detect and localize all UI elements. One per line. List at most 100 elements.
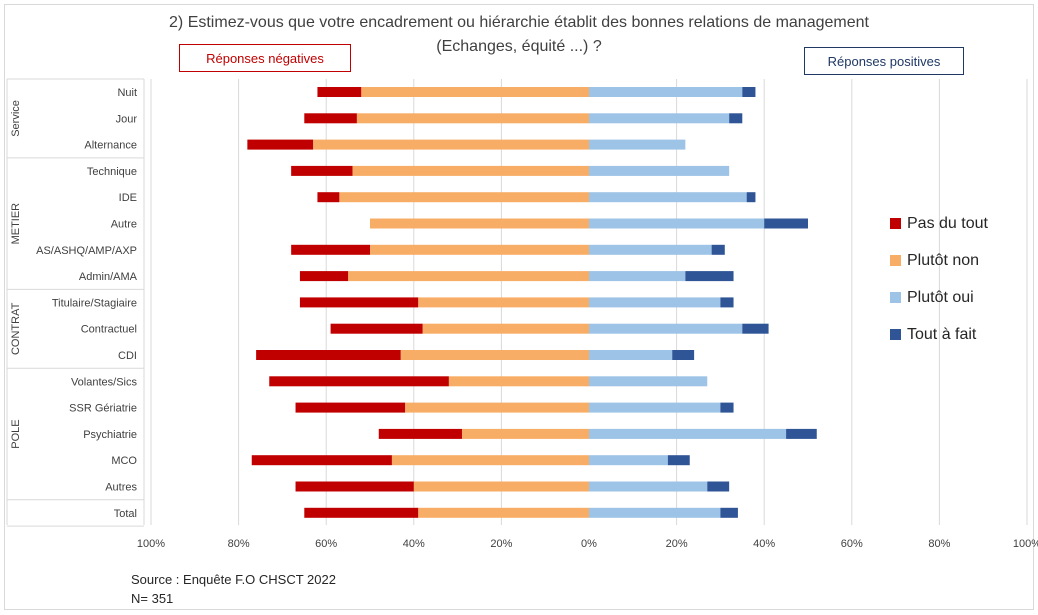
x-tick-label: 100%	[1013, 538, 1038, 550]
legend-swatch-plutot-non	[890, 255, 901, 266]
category-label: Psychiatrie	[83, 429, 137, 441]
category-label: SSR Gériatrie	[69, 403, 137, 415]
bar-pas-du-tout	[256, 350, 401, 360]
bar-plutot-oui	[589, 507, 721, 518]
chart-title-line-1: 2) Estimez-vous que votre encadrement ou…	[169, 14, 869, 31]
bar-plutot-non	[391, 455, 589, 466]
bar-plutot-non	[418, 297, 589, 308]
chart-title-line-2: (Echanges, équité ...) ?	[436, 38, 602, 55]
bar-plutot-oui	[589, 113, 730, 124]
bar-tout-a-fait	[742, 323, 769, 334]
group-label: POLE	[10, 419, 22, 448]
category-label: Admin/AMA	[79, 271, 138, 283]
bar-plutot-non	[461, 428, 589, 439]
legend-swatch-plutot-oui	[890, 292, 901, 303]
category-label: Autres	[105, 482, 137, 494]
legend-item-plutot-non: Plutôt non	[890, 242, 988, 279]
bar-tout-a-fait	[746, 192, 756, 203]
bar-tout-a-fait	[720, 402, 734, 413]
legend-swatch-tout-a-fait	[890, 329, 901, 340]
x-tick-label: 40%	[403, 538, 425, 550]
bar-pas-du-tout	[378, 428, 462, 439]
x-tick-label: 60%	[841, 538, 863, 550]
legend-item-tout-a-fait: Tout à fait	[890, 316, 988, 353]
bar-plutot-oui	[589, 402, 721, 413]
bar-plutot-oui	[589, 455, 668, 466]
category-label: Technique	[87, 166, 137, 178]
bar-plutot-oui	[589, 376, 708, 387]
bar-plutot-non	[361, 87, 589, 97]
legend-swatch-pas-du-tout	[890, 218, 901, 229]
bar-plutot-oui	[589, 218, 765, 229]
bar-plutot-oui	[589, 271, 686, 282]
bar-plutot-oui	[589, 192, 747, 203]
bar-pas-du-tout	[291, 244, 370, 255]
legend-label-pas-du-tout: Pas du tout	[907, 214, 988, 232]
bar-tout-a-fait	[764, 218, 808, 229]
bar-plutot-oui	[589, 297, 721, 308]
legend-label-plutot-non: Plutôt non	[907, 251, 980, 269]
bar-tout-a-fait	[711, 244, 725, 255]
category-label: Alternance	[84, 140, 137, 152]
bar-pas-du-tout	[291, 165, 353, 176]
bar-plutot-non	[400, 350, 589, 360]
bar-pas-du-tout	[247, 139, 314, 150]
negative-responses-label: Réponses négatives	[179, 44, 351, 72]
x-tick-label: 40%	[753, 538, 775, 550]
bar-plutot-non	[313, 139, 589, 150]
bar-plutot-oui	[589, 244, 712, 255]
bar-tout-a-fait	[707, 481, 730, 492]
x-tick-label: 80%	[228, 538, 250, 550]
bar-plutot-non	[370, 244, 589, 255]
legend: Pas du tout Plutôt non Plutôt oui Tout à…	[890, 205, 988, 353]
bar-plutot-oui	[589, 165, 730, 176]
group-label: Service	[10, 100, 22, 137]
group-label: CONTRAT	[10, 302, 22, 355]
bar-pas-du-tout	[317, 192, 340, 203]
bar-pas-du-tout	[295, 481, 414, 492]
sample-size-note: N= 351	[131, 591, 174, 606]
bar-pas-du-tout	[317, 87, 362, 97]
bar-plutot-non	[422, 323, 589, 334]
bar-plutot-non	[348, 271, 589, 282]
category-label: IDE	[119, 192, 137, 204]
category-label: Contractuel	[81, 324, 137, 336]
bar-tout-a-fait	[667, 455, 690, 466]
x-tick-label: 100%	[137, 538, 165, 550]
bar-tout-a-fait	[720, 507, 738, 518]
bar-plutot-non	[413, 481, 589, 492]
bar-pas-du-tout	[269, 376, 449, 387]
legend-label-tout-a-fait: Tout à fait	[907, 325, 977, 343]
category-label: MCO	[111, 455, 137, 467]
bar-plutot-oui	[589, 350, 673, 360]
bar-plutot-non	[352, 165, 589, 176]
category-label: AS/ASHQ/AMP/AXP	[36, 245, 137, 257]
bar-plutot-oui	[589, 87, 743, 97]
bar-plutot-oui	[589, 428, 787, 439]
category-label: Volantes/Sics	[71, 376, 138, 388]
bar-plutot-non	[339, 192, 589, 203]
bar-pas-du-tout	[299, 297, 419, 308]
x-tick-label: 20%	[490, 538, 512, 550]
bar-pas-du-tout	[295, 402, 406, 413]
bar-plutot-oui	[589, 139, 686, 150]
bar-plutot-non	[370, 218, 589, 229]
x-tick-label: 20%	[666, 538, 688, 550]
category-label: CDI	[118, 350, 137, 362]
bar-pas-du-tout	[304, 507, 419, 518]
positive-responses-label: Réponses positives	[804, 47, 964, 75]
legend-item-plutot-oui: Plutôt oui	[890, 279, 988, 316]
chart-frame	[4, 4, 1034, 610]
bar-plutot-oui	[589, 323, 743, 334]
bar-tout-a-fait	[786, 428, 817, 439]
category-label: Jour	[116, 113, 138, 125]
bar-tout-a-fait	[729, 113, 743, 124]
bar-tout-a-fait	[742, 87, 756, 97]
bar-plutot-non	[405, 402, 589, 413]
bar-plutot-oui	[589, 481, 708, 492]
legend-item-pas-du-tout: Pas du tout	[890, 205, 988, 242]
bar-pas-du-tout	[330, 323, 423, 334]
bar-plutot-non	[356, 113, 589, 124]
bar-pas-du-tout	[251, 455, 392, 466]
